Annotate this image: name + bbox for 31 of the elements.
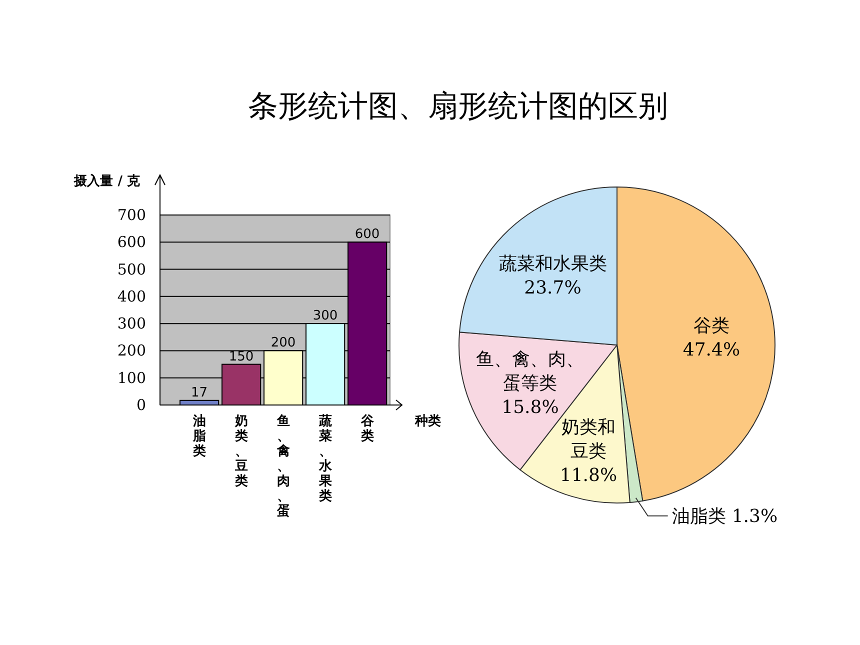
x-tick-label: 谷类 [360, 414, 375, 444]
data-label: 23.7% [524, 277, 582, 298]
x-tick-label: 鱼、禽、肉、蛋 [276, 414, 290, 519]
data-label: 15.8% [502, 397, 559, 418]
slice-label: 鱼、禽、肉、蛋等类 [476, 349, 584, 394]
y-tick-label: 200 [117, 342, 146, 360]
data-label: 11.8% [560, 465, 618, 486]
y-tick-label: 400 [117, 287, 146, 306]
data-label: 1.3% [732, 506, 778, 527]
slice-label: 奶类和豆类 [561, 417, 616, 462]
data-label: 200 [270, 336, 296, 351]
slice-label: 油脂类 [672, 506, 726, 527]
y-tick-label: 500 [117, 260, 146, 278]
data-label: 300 [312, 308, 338, 324]
data-label: 47.4% [682, 339, 740, 360]
y-tick-label: 600 [117, 233, 146, 252]
y-tick-label: 100 [117, 368, 146, 387]
text: 条形统计图、扇形统计图的区别 [248, 89, 668, 124]
y-tick-label: 0 [136, 396, 146, 414]
slice-label: 谷类 [693, 315, 730, 336]
x-axis-title: 种类 [414, 414, 441, 429]
slice-label: 蔬菜和水果类 [498, 253, 607, 274]
data-label: 17 [191, 385, 208, 400]
y-tick-label: 300 [117, 314, 146, 333]
data-label: 150 [228, 349, 254, 364]
y-axis-title: 摄入量 / 克 [73, 173, 141, 189]
x-tick-label: 蔬菜、水果类 [318, 413, 333, 504]
x-tick-label: 油脂类 [192, 414, 206, 459]
data-label: 600 [354, 227, 380, 242]
y-tick-label: 700 [117, 206, 146, 224]
x-tick-label: 奶类、豆类 [234, 414, 248, 489]
